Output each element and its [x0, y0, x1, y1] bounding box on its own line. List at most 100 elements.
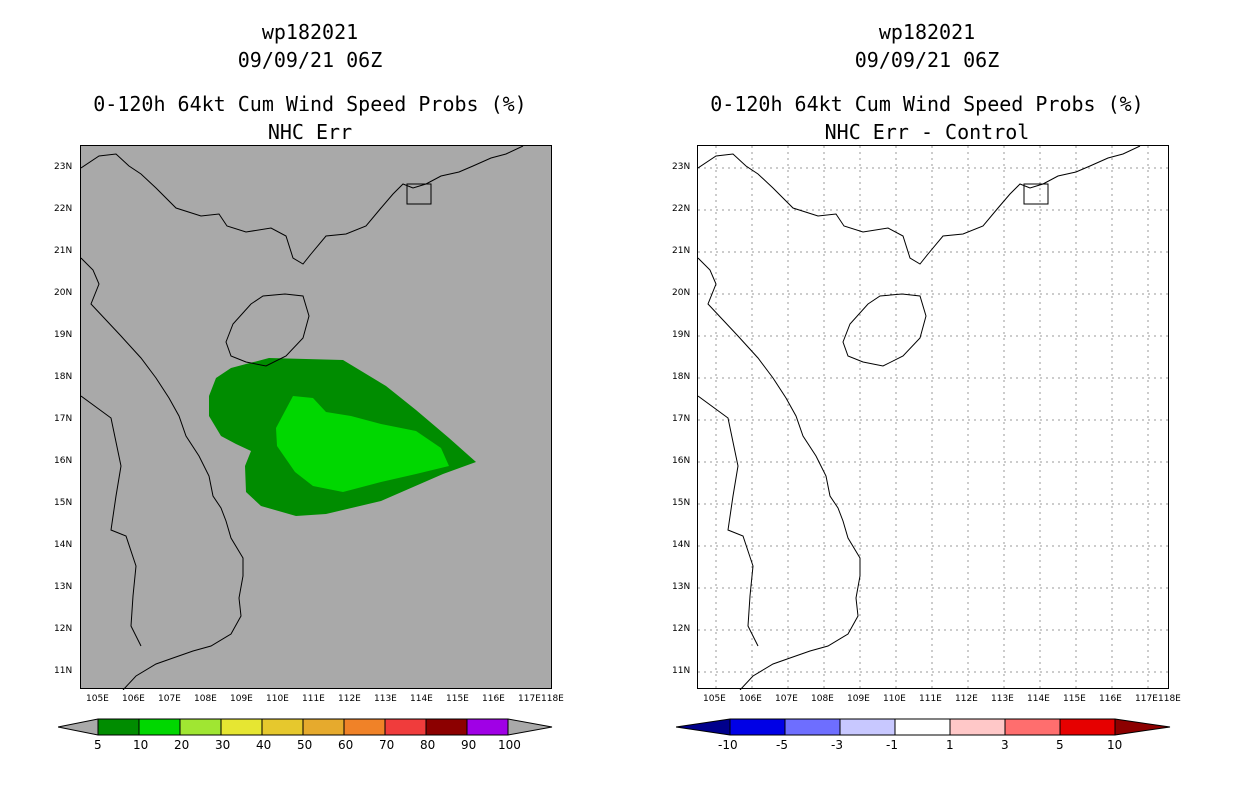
colorbar-swatch — [344, 719, 385, 735]
colorbar-label: 100 — [498, 738, 521, 752]
lon-label: 115E — [446, 694, 469, 704]
colorbar-label: 70 — [379, 738, 395, 752]
colorbar-under-arrow — [58, 719, 98, 735]
left-map-svg — [81, 146, 524, 690]
colorbar-over-arrow — [508, 719, 552, 735]
colorbar-label: 5 — [94, 738, 102, 752]
colorbar-swatch — [1005, 719, 1060, 735]
lon-label: 113E — [991, 694, 1014, 704]
right-difference-map — [697, 145, 1170, 690]
colorbar-under-arrow — [676, 719, 730, 735]
colorbar-swatch — [785, 719, 840, 735]
colorbar-swatch — [426, 719, 467, 735]
lat-label: 21N — [54, 246, 73, 256]
colorbar-swatch — [98, 719, 139, 735]
lon-label: 112E — [338, 694, 361, 704]
lon-label: 111E — [302, 694, 325, 704]
lon-label: 107E — [775, 694, 798, 704]
colorbar-label: 60 — [338, 738, 354, 752]
lon-label: 106E — [122, 694, 145, 704]
left-title-date: 09/09/21 06Z — [237, 48, 383, 72]
lat-label: 20N — [672, 288, 691, 298]
lat-label: 17N — [672, 414, 691, 424]
left-title-storm-id: wp182021 — [261, 20, 359, 44]
left-title-subtitle: NHC Err — [267, 120, 353, 144]
colorbar-label: 3 — [1001, 738, 1009, 752]
lon-label: 118E — [1158, 694, 1181, 704]
left-coastline — [81, 146, 524, 690]
lat-label: 18N — [54, 372, 73, 382]
right-map-svg — [698, 146, 1170, 690]
lat-label: 11N — [672, 666, 691, 676]
right-colorbar — [676, 718, 1171, 736]
lat-label: 12N — [672, 624, 691, 634]
colorbar-swatch — [730, 719, 785, 735]
lon-label: 108E — [194, 694, 217, 704]
lon-label: 117E — [1135, 694, 1158, 704]
lon-label: 108E — [811, 694, 834, 704]
lon-label: 105E — [703, 694, 726, 704]
colorbar-label: -5 — [776, 738, 788, 752]
lon-label: 115E — [1063, 694, 1086, 704]
lon-label: 106E — [739, 694, 762, 704]
right-title-storm-id: wp182021 — [878, 20, 976, 44]
lat-label: 20N — [54, 288, 73, 298]
lat-label: 21N — [672, 246, 691, 256]
lon-label: 111E — [919, 694, 942, 704]
colorbar-label: 50 — [297, 738, 313, 752]
colorbar-label: 30 — [215, 738, 231, 752]
lat-label: 11N — [54, 666, 73, 676]
colorbar-swatch — [221, 719, 262, 735]
lat-label: 22N — [672, 204, 691, 214]
lon-label: 109E — [230, 694, 253, 704]
lat-label: 15N — [672, 498, 691, 508]
right-title-date: 09/09/21 06Z — [854, 48, 1000, 72]
left-probability-map — [80, 145, 552, 690]
colorbar-label: -10 — [718, 738, 738, 752]
colorbar-label: 80 — [420, 738, 436, 752]
lat-label: 23N — [54, 162, 73, 172]
lat-label: 13N — [672, 582, 691, 592]
right-coastline — [698, 146, 1141, 690]
right-title-subtitle: NHC Err - Control — [824, 120, 1030, 144]
colorbar-swatch — [895, 719, 950, 735]
colorbar-label: -1 — [886, 738, 898, 752]
right-title-product: 0-120h 64kt Cum Wind Speed Probs (%) — [710, 92, 1144, 116]
colorbar-swatch — [139, 719, 180, 735]
lon-label: 105E — [86, 694, 109, 704]
lon-label: 118E — [541, 694, 564, 704]
colorbar-label: 90 — [461, 738, 477, 752]
colorbar-swatch — [262, 719, 303, 735]
colorbar-swatch — [950, 719, 1005, 735]
lon-label: 112E — [955, 694, 978, 704]
lat-label: 13N — [54, 582, 73, 592]
lat-label: 22N — [54, 204, 73, 214]
lon-label: 116E — [1099, 694, 1122, 704]
colorbar-label: 1 — [946, 738, 954, 752]
lon-label: 110E — [266, 694, 289, 704]
colorbar-label: -3 — [831, 738, 843, 752]
colorbar-swatch — [385, 719, 426, 735]
colorbar-label: 10 — [133, 738, 149, 752]
colorbar-label: 20 — [174, 738, 190, 752]
prob-contour-10-20 — [276, 396, 449, 492]
left-title-product: 0-120h 64kt Cum Wind Speed Probs (%) — [93, 92, 527, 116]
colorbar-swatch — [840, 719, 895, 735]
colorbar-swatch — [180, 719, 221, 735]
lat-label: 14N — [54, 540, 73, 550]
colorbar-label: 5 — [1056, 738, 1064, 752]
lat-label: 14N — [672, 540, 691, 550]
lon-label: 117E — [518, 694, 541, 704]
colorbar-label: 40 — [256, 738, 272, 752]
lat-label: 15N — [54, 498, 73, 508]
lon-label: 114E — [410, 694, 433, 704]
lat-label: 17N — [54, 414, 73, 424]
colorbar-label: 10 — [1107, 738, 1123, 752]
colorbar-swatch — [303, 719, 344, 735]
colorbar-swatch — [1060, 719, 1115, 735]
lat-label: 16N — [54, 456, 73, 466]
lat-label: 19N — [672, 330, 691, 340]
lat-label: 23N — [672, 162, 691, 172]
lon-label: 114E — [1027, 694, 1050, 704]
lon-label: 109E — [847, 694, 870, 704]
